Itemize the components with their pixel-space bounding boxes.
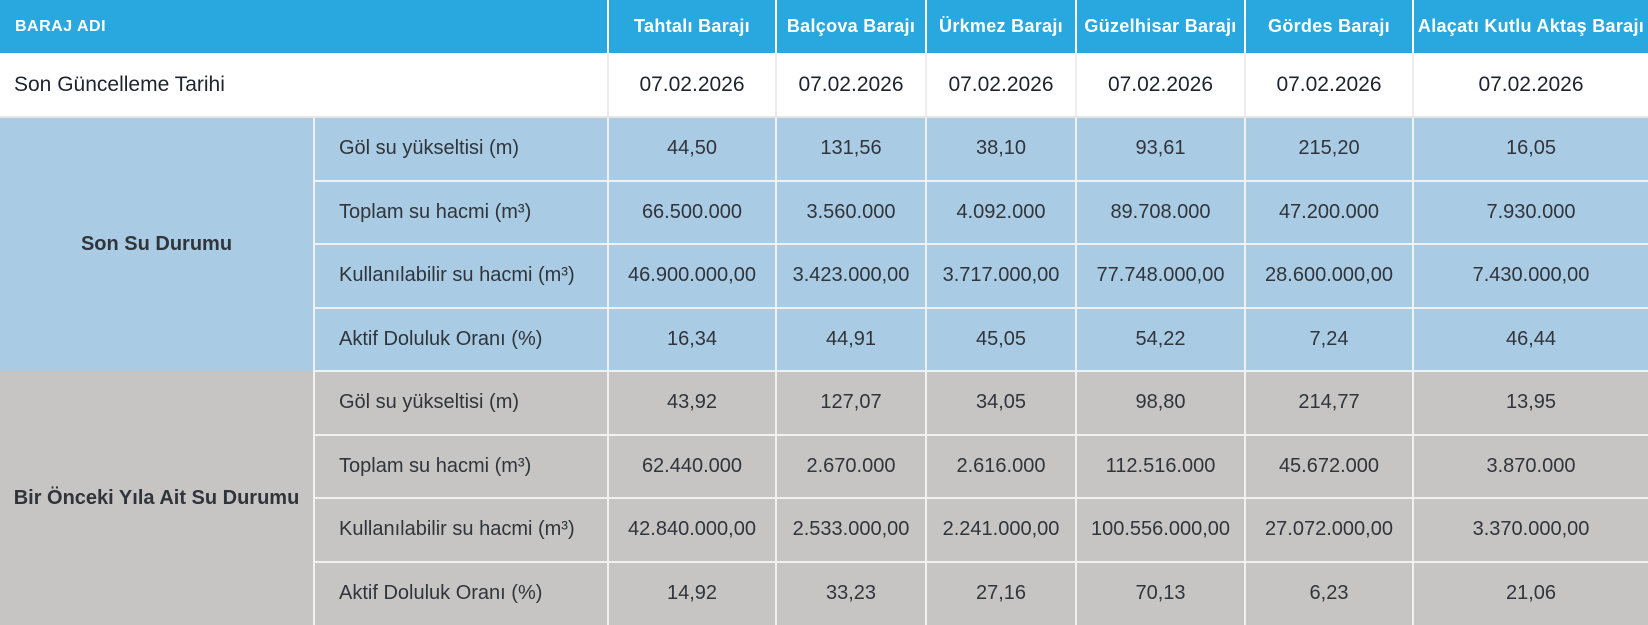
- value-cell: 47.200.000: [1245, 180, 1414, 245]
- table-row: Bir Önceki Yıla Ait Su Durumu Göl su yük…: [0, 371, 1648, 625]
- value-cell: 98,80: [1076, 371, 1246, 436]
- value-cell: 2.533.000,00: [776, 498, 927, 563]
- value-cell: 27.072.000,00: [1245, 498, 1414, 563]
- value-cell: 112.516.000: [1076, 434, 1246, 499]
- value-cell: 3.423.000,00: [776, 244, 927, 309]
- value-cell: 21,06: [1413, 561, 1648, 625]
- value-cell: 27,16: [926, 561, 1077, 625]
- table-row: Son Su Durumu Göl su yükseltisi (m) 44,5…: [0, 117, 1648, 371]
- dam-column-header-alacati: Alaçatı Kutlu Aktaş Barajı: [1413, 0, 1648, 53]
- value-cell: 3.870.000: [1413, 434, 1648, 499]
- value-cell: 43,92: [608, 371, 777, 436]
- value-cell: 2.670.000: [776, 434, 927, 499]
- dam-column-header-urkmez: Ürkmez Barajı: [926, 0, 1077, 53]
- update-date-row: Son Güncelleme Tarihi 07.02.2026 07.02.2…: [0, 53, 1648, 118]
- dam-column-header-gordes: Gördes Barajı: [1245, 0, 1414, 53]
- value-cell: 42.840.000,00: [608, 498, 777, 563]
- value-cell: 3.560.000: [776, 180, 927, 245]
- value-cell: 89.708.000: [1076, 180, 1246, 245]
- update-date-cell: 07.02.2026: [608, 53, 777, 118]
- value-cell: 38,10: [926, 117, 1077, 182]
- value-cell: 16,34: [608, 307, 777, 372]
- value-cell: 46.900.000,00: [608, 244, 777, 309]
- value-cell: 93,61: [1076, 117, 1246, 182]
- value-cell: 34,05: [926, 371, 1077, 436]
- update-date-cell: 07.02.2026: [926, 53, 1077, 118]
- row-label: Toplam su hacmi (m³): [314, 434, 609, 499]
- value-cell: 2.241.000,00: [926, 498, 1077, 563]
- value-cell: 77.748.000,00: [1076, 244, 1246, 309]
- value-cell: 16,05: [1413, 117, 1648, 182]
- table-header-row: BARAJ ADI Tahtalı Barajı Balçova Barajı …: [0, 0, 1648, 53]
- section-title-current: Son Su Durumu: [0, 117, 315, 371]
- value-cell: 127,07: [776, 371, 927, 436]
- value-cell: 3.370.000,00: [1413, 498, 1648, 563]
- table-row: Toplam su hacmi (m³) 66.500.000 3.560.00…: [0, 180, 1648, 245]
- table-row: Aktif Doluluk Oranı (%) 16,34 44,91 45,0…: [0, 307, 1648, 372]
- value-cell: 215,20: [1245, 117, 1414, 182]
- value-cell: 44,50: [608, 117, 777, 182]
- section-title-previous: Bir Önceki Yıla Ait Su Durumu: [0, 371, 315, 625]
- baraj-adi-header: BARAJ ADI: [0, 0, 609, 53]
- row-label: Kullanılabilir su hacmi (m³): [314, 498, 609, 563]
- value-cell: 28.600.000,00: [1245, 244, 1414, 309]
- row-label: Toplam su hacmi (m³): [314, 180, 609, 245]
- update-date-label: Son Güncelleme Tarihi: [0, 53, 609, 118]
- dam-column-header-guzelhisar: Güzelhisar Barajı: [1076, 0, 1246, 53]
- value-cell: 4.092.000: [926, 180, 1077, 245]
- value-cell: 66.500.000: [608, 180, 777, 245]
- update-date-cell: 07.02.2026: [776, 53, 927, 118]
- value-cell: 131,56: [776, 117, 927, 182]
- value-cell: 54,22: [1076, 307, 1246, 372]
- table-row: Toplam su hacmi (m³) 62.440.000 2.670.00…: [0, 434, 1648, 499]
- value-cell: 45,05: [926, 307, 1077, 372]
- value-cell: 14,92: [608, 561, 777, 625]
- row-label: Aktif Doluluk Oranı (%): [314, 561, 609, 625]
- update-date-cell: 07.02.2026: [1245, 53, 1414, 118]
- table-row: Kullanılabilir su hacmi (m³) 42.840.000,…: [0, 498, 1648, 563]
- update-date-cell: 07.02.2026: [1076, 53, 1246, 118]
- value-cell: 214,77: [1245, 371, 1414, 436]
- value-cell: 3.717.000,00: [926, 244, 1077, 309]
- update-date-cell: 07.02.2026: [1413, 53, 1648, 118]
- table-row: Aktif Doluluk Oranı (%) 14,92 33,23 27,1…: [0, 561, 1648, 625]
- value-cell: 45.672.000: [1245, 434, 1414, 499]
- value-cell: 7,24: [1245, 307, 1414, 372]
- value-cell: 100.556.000,00: [1076, 498, 1246, 563]
- value-cell: 62.440.000: [608, 434, 777, 499]
- dam-column-header-balcova: Balçova Barajı: [776, 0, 927, 53]
- value-cell: 7.930.000: [1413, 180, 1648, 245]
- value-cell: 7.430.000,00: [1413, 244, 1648, 309]
- value-cell: 6,23: [1245, 561, 1414, 625]
- row-label: Göl su yükseltisi (m): [314, 371, 609, 436]
- row-label: Kullanılabilir su hacmi (m³): [314, 244, 609, 309]
- value-cell: 13,95: [1413, 371, 1648, 436]
- value-cell: 70,13: [1076, 561, 1246, 625]
- table-row: Kullanılabilir su hacmi (m³) 46.900.000,…: [0, 244, 1648, 309]
- dam-column-header-tahtali: Tahtalı Barajı: [608, 0, 777, 53]
- row-label: Göl su yükseltisi (m): [314, 117, 609, 182]
- value-cell: 2.616.000: [926, 434, 1077, 499]
- row-label: Aktif Doluluk Oranı (%): [314, 307, 609, 372]
- value-cell: 44,91: [776, 307, 927, 372]
- value-cell: 46,44: [1413, 307, 1648, 372]
- value-cell: 33,23: [776, 561, 927, 625]
